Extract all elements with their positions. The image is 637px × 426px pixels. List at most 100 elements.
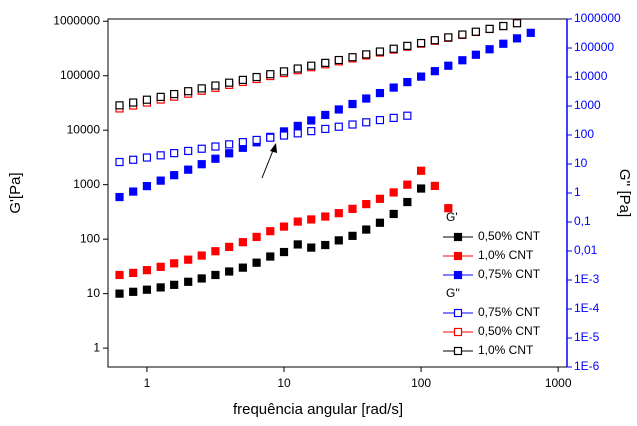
data-point <box>279 67 289 76</box>
data-point <box>142 153 152 162</box>
y-tick-label: 10 <box>87 286 101 300</box>
data-point <box>389 209 398 219</box>
data-point <box>348 120 357 129</box>
data-point <box>362 94 371 103</box>
data-point <box>416 166 426 175</box>
data-point <box>238 75 247 84</box>
data-point <box>416 184 426 193</box>
legend-marker <box>453 308 463 318</box>
x-axis-title: frequência angular [rad/s] <box>233 401 403 418</box>
data-point <box>430 181 439 190</box>
data-point <box>115 101 124 110</box>
data-point <box>348 99 357 109</box>
data-point <box>225 149 234 158</box>
data-point <box>389 188 398 197</box>
y2-tick-label: 1000000 <box>574 11 621 25</box>
x-tick-label: 1000 <box>545 376 572 390</box>
data-point <box>444 204 453 213</box>
data-point <box>485 24 494 33</box>
data-point <box>403 41 412 50</box>
data-point <box>211 81 220 90</box>
data-point <box>142 95 152 104</box>
data-point <box>156 283 165 292</box>
data-point <box>375 88 385 98</box>
data-point <box>197 144 206 153</box>
data-point <box>238 238 247 247</box>
data-point <box>170 280 179 289</box>
y2-tick-label: 0,1 <box>574 214 591 228</box>
data-point <box>362 118 371 127</box>
data-point <box>293 64 302 73</box>
data-point <box>362 225 371 234</box>
data-point <box>279 131 289 140</box>
data-point <box>225 242 234 252</box>
data-point <box>115 270 124 280</box>
data-point <box>129 98 138 107</box>
data-point <box>430 36 439 45</box>
data-point <box>334 105 343 114</box>
data-point <box>156 262 165 271</box>
data-point <box>129 155 138 164</box>
data-point <box>279 247 289 257</box>
data-point <box>403 180 412 189</box>
data-point <box>211 270 220 280</box>
y2-tick-label: 1E-3 <box>574 272 600 286</box>
legend-title: G'' <box>446 286 460 300</box>
data-point <box>115 192 124 202</box>
data-point <box>526 28 535 37</box>
data-point <box>389 44 398 53</box>
data-point <box>362 200 371 209</box>
data-point <box>211 142 220 151</box>
data-point <box>321 212 330 221</box>
y2-tick-label: 1E-5 <box>574 330 600 344</box>
data-point <box>266 70 275 79</box>
data-point <box>375 115 385 125</box>
y-tick-label: 10000 <box>67 122 101 136</box>
y-tick-label: 100 <box>80 231 100 245</box>
data-point <box>156 92 165 101</box>
x-tick-label: 10 <box>277 376 291 390</box>
data-point <box>293 217 302 226</box>
legend-marker <box>453 232 463 242</box>
legend-label: 0,75% CNT <box>478 267 541 281</box>
data-point <box>416 72 426 81</box>
data-point <box>225 140 234 149</box>
data-point <box>184 146 193 156</box>
data-point <box>334 55 343 65</box>
legend-label: 0,50% CNT <box>478 229 541 243</box>
data-point <box>334 209 343 218</box>
legend-marker <box>453 251 463 261</box>
legend-label: 1,0% CNT <box>478 343 534 357</box>
legend-title: G' <box>446 210 458 224</box>
data-point <box>115 289 124 298</box>
y2-axis-title: G'' [Pa] <box>616 169 633 217</box>
data-point <box>499 39 508 48</box>
data-point <box>321 58 330 67</box>
y-tick-label: 1 <box>93 340 100 354</box>
data-point <box>334 236 343 245</box>
data-point <box>307 243 316 252</box>
data-point <box>225 78 234 87</box>
data-point <box>512 34 522 43</box>
data-point <box>266 133 275 142</box>
data-point <box>170 89 179 99</box>
data-point <box>197 274 206 283</box>
data-point <box>321 110 330 120</box>
data-point <box>321 124 330 134</box>
data-point <box>348 53 357 62</box>
data-point <box>252 135 261 145</box>
data-point <box>375 218 385 227</box>
data-point <box>512 19 522 28</box>
x-tick-label: 100 <box>411 376 431 390</box>
y-axis-title: G'[Pa] <box>7 172 24 213</box>
data-point <box>403 111 412 120</box>
data-point <box>444 61 453 70</box>
legend-marker <box>453 327 463 337</box>
data-point <box>293 129 302 138</box>
data-point <box>129 287 138 296</box>
y2-tick-label: 10 <box>574 156 588 170</box>
y2-tick-label: 100 <box>574 127 594 141</box>
data-point <box>307 215 316 224</box>
data-point <box>115 157 124 167</box>
y2-tick-label: 100000 <box>574 40 614 54</box>
